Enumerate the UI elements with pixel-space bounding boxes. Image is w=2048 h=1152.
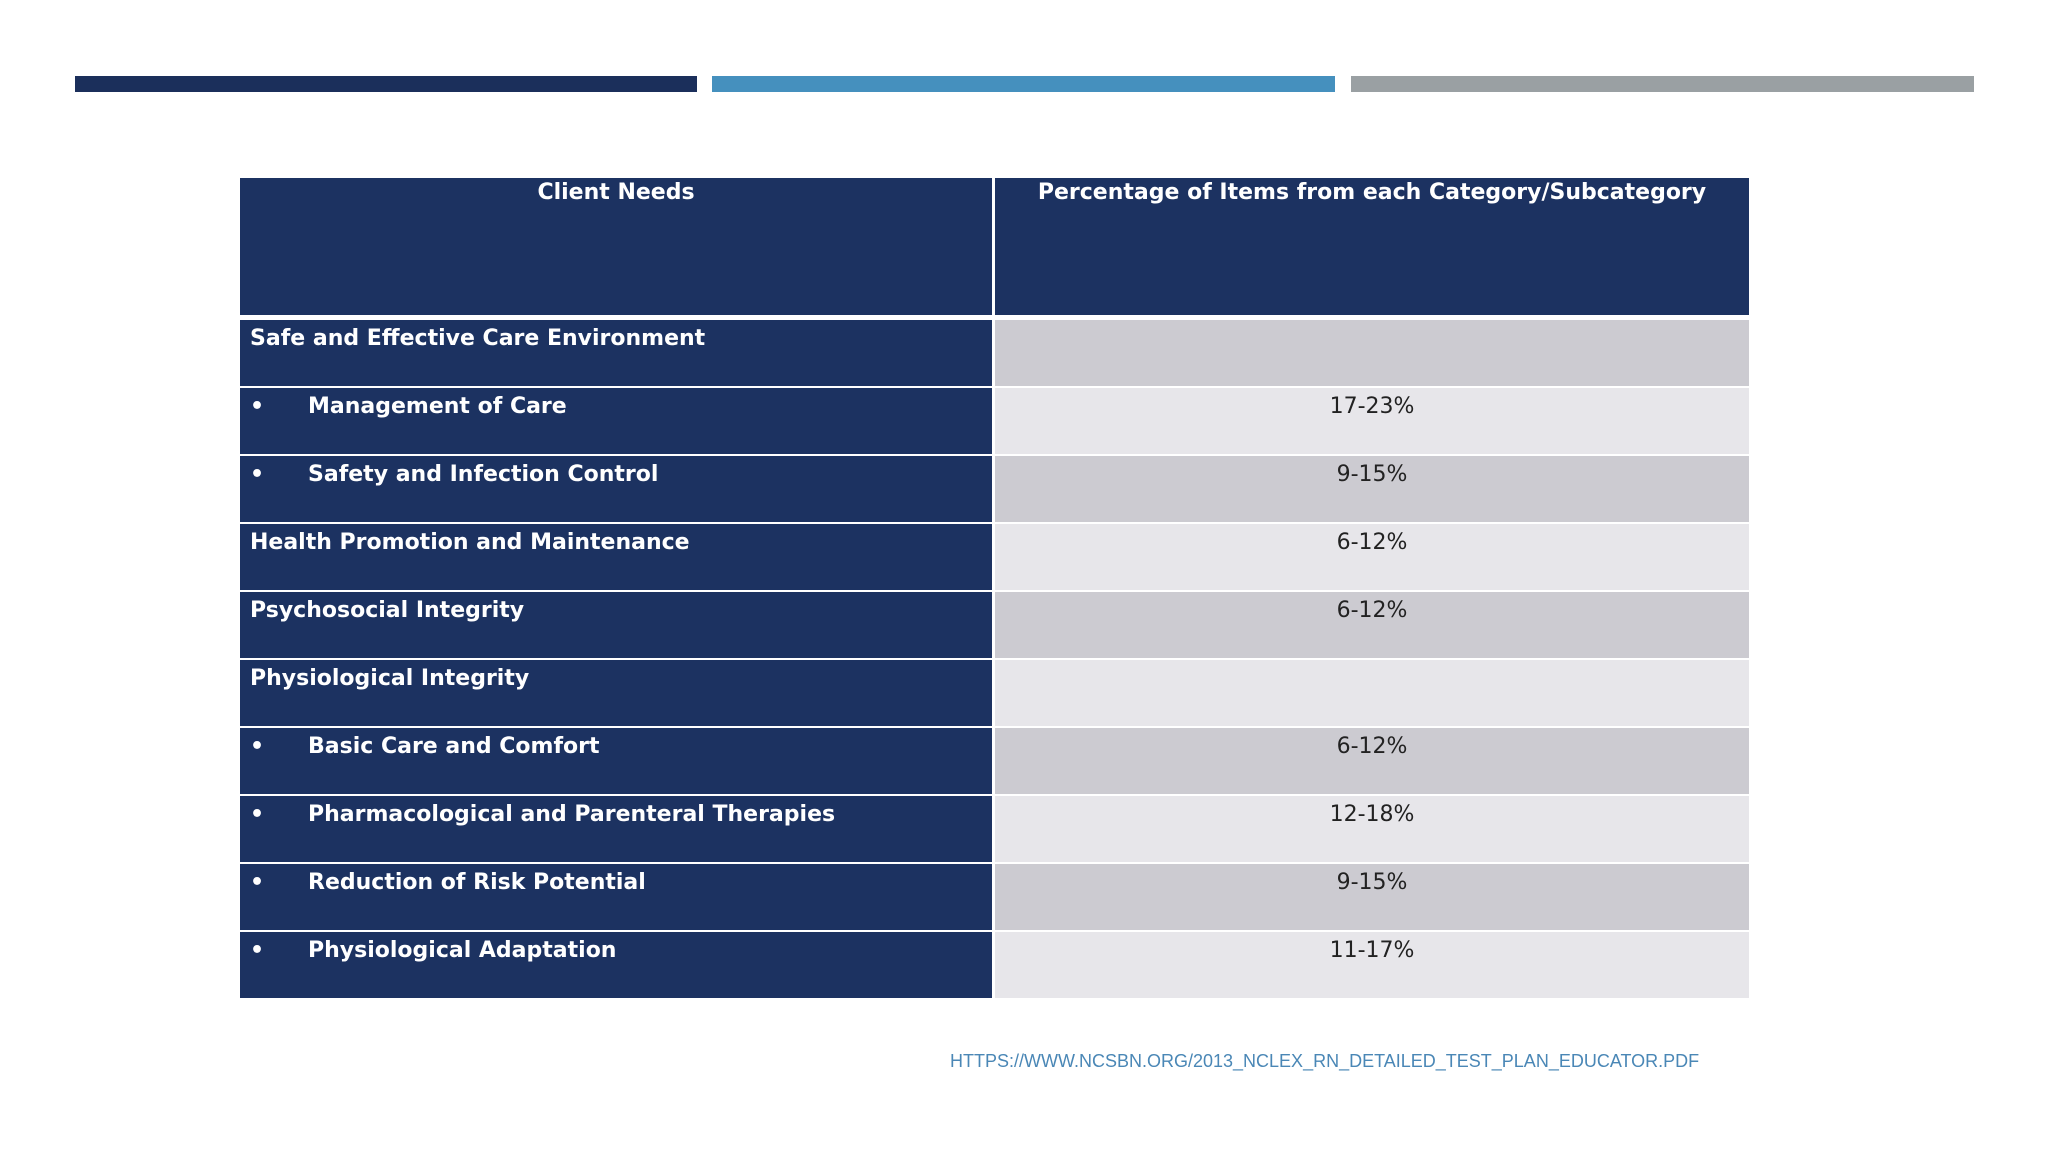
row-label: Physiological Adaptation <box>308 938 617 963</box>
row-gap <box>240 930 1749 932</box>
row-label: Management of Care <box>308 394 567 419</box>
bullet-icon: • <box>250 802 265 827</box>
row-separator <box>992 592 995 658</box>
row-separator <box>992 456 995 522</box>
accent-bar-gray <box>1351 76 1974 92</box>
row-separator <box>992 320 995 386</box>
source-link[interactable]: HTTPS://WWW.NCSBN.ORG/2013_NCLEX_RN_DETA… <box>950 1051 1700 1071</box>
row-gap <box>240 658 1749 660</box>
row-gap <box>240 862 1749 864</box>
row-label-cell: • Basic Care and Comfort <box>240 728 992 794</box>
row-gap <box>240 454 1749 456</box>
row-label-cell: • Reduction of Risk Potential <box>240 864 992 930</box>
header-percentage: Percentage of Items from each Category/S… <box>995 178 1749 315</box>
row-separator <box>992 388 995 454</box>
bullet-icon: • <box>250 870 265 895</box>
accent-bar-dark <box>75 76 697 92</box>
row-gap <box>240 522 1749 524</box>
header-gap <box>240 315 1749 320</box>
row-label-cell: • Physiological Adaptation <box>240 932 992 998</box>
bullet-icon: • <box>250 938 265 963</box>
header-client-needs: Client Needs <box>240 178 992 315</box>
row-separator <box>992 796 995 862</box>
row-label: Reduction of Risk Potential <box>308 870 646 895</box>
row-label: Psychosocial Integrity <box>250 598 525 623</box>
row-value-cell: 6-12% <box>995 592 1749 658</box>
row-label-cell: Physiological Integrity <box>240 660 992 726</box>
row-gap <box>240 386 1749 388</box>
row-label-cell: • Pharmacological and Parenteral Therapie… <box>240 796 992 862</box>
row-gap <box>240 590 1749 592</box>
row-separator <box>992 660 995 726</box>
row-label-cell: • Safety and Infection Control <box>240 456 992 522</box>
bullet-icon: • <box>250 462 265 487</box>
row-label: Pharmacological and Parenteral Therapies <box>308 802 836 827</box>
row-value-cell: 12-18% <box>995 796 1749 862</box>
row-label-cell: Safe and Effective Care Environment <box>240 320 992 386</box>
row-value-cell: 9-15% <box>995 864 1749 930</box>
row-separator <box>992 524 995 590</box>
row-value-cell: 6-12% <box>995 524 1749 590</box>
row-label-cell: Psychosocial Integrity <box>240 592 992 658</box>
header-separator <box>992 178 995 315</box>
row-gap <box>240 726 1749 728</box>
row-gap <box>240 794 1749 796</box>
row-label: Safety and Infection Control <box>308 462 659 487</box>
row-separator <box>992 728 995 794</box>
row-label-cell: • Management of Care <box>240 388 992 454</box>
row-separator <box>992 864 995 930</box>
row-label-cell: Health Promotion and Maintenance <box>240 524 992 590</box>
row-separator <box>992 932 995 998</box>
row-value-cell <box>995 320 1749 386</box>
row-value-cell: 17-23% <box>995 388 1749 454</box>
row-label: Physiological Integrity <box>250 666 530 691</box>
bullet-icon: • <box>250 734 265 759</box>
row-label: Basic Care and Comfort <box>308 734 600 759</box>
row-label: Health Promotion and Maintenance <box>250 530 690 555</box>
bullet-icon: • <box>250 394 265 419</box>
row-value-cell: 9-15% <box>995 456 1749 522</box>
row-value-cell <box>995 660 1749 726</box>
row-value-cell: 11-17% <box>995 932 1749 998</box>
client-needs-table: Client Needs Percentage of Items from ea… <box>240 178 1749 998</box>
row-label: Safe and Effective Care Environment <box>250 326 706 351</box>
row-value-cell: 6-12% <box>995 728 1749 794</box>
table-grid: Client Needs Percentage of Items from ea… <box>240 178 1749 998</box>
accent-bar-blue <box>712 76 1335 92</box>
